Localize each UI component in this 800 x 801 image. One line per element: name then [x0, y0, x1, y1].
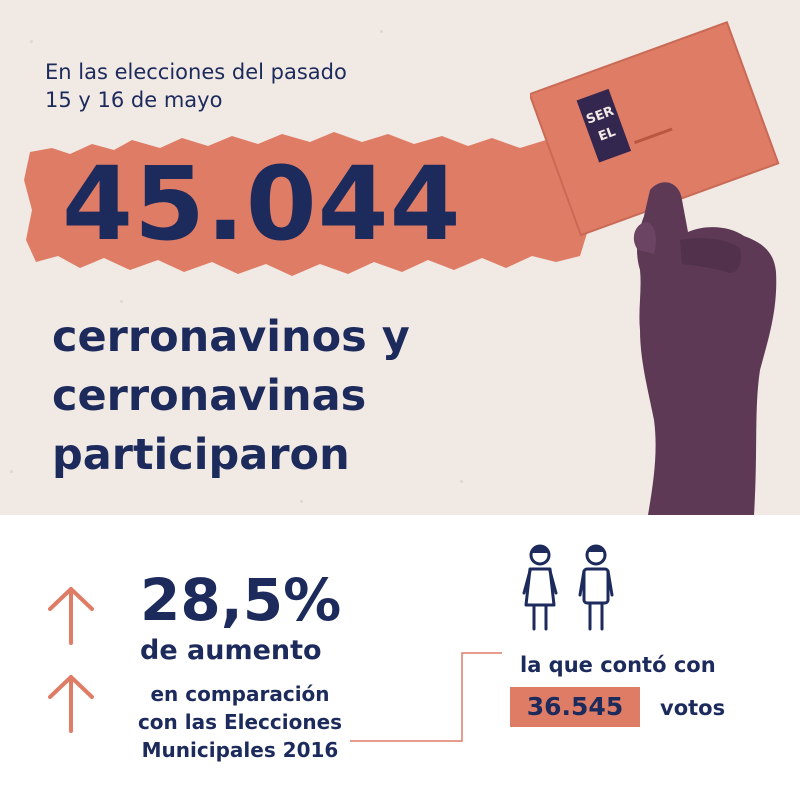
texture-speck — [30, 40, 33, 43]
increase-percent: 28,5% — [140, 566, 342, 634]
previous-votes: 36.545 — [526, 692, 624, 721]
participants-number: 45.044 — [62, 145, 462, 264]
votes-label: votos — [660, 696, 726, 720]
ballot-hand-icon: SER EL — [530, 21, 780, 515]
connector-line — [350, 652, 502, 742]
hero-section: En las elecciones del pasado 15 y 16 de … — [0, 0, 800, 515]
arrow-up-icon — [48, 587, 94, 645]
texture-speck — [380, 30, 383, 33]
votes-highlight — [510, 687, 640, 727]
comparison-line-3: Municipales 2016 — [141, 738, 339, 762]
texture-speck — [300, 500, 303, 503]
comparison-line-2: con las Elecciones — [137, 710, 343, 734]
ballot-logo-line-2: EL — [596, 125, 617, 145]
woman-icon — [522, 544, 558, 631]
previous-label: la que contó con — [520, 653, 716, 677]
increase-label: de aumento — [140, 635, 322, 666]
texture-speck — [10, 470, 13, 473]
comparison-line-1: en comparación — [150, 682, 330, 706]
texture-speck — [120, 300, 123, 303]
intro-line-2: 15 y 16 de mayo — [45, 88, 223, 112]
comparison-text: en comparación con las Elecciones Munici… — [112, 680, 368, 764]
headline-line-3: participaron — [52, 430, 350, 480]
headline-line-1: cerronavinos y — [52, 312, 410, 362]
headline-line-2: cerronavinas — [52, 371, 367, 421]
man-icon — [578, 544, 614, 631]
headline-text: cerronavinos y cerronavinas participaron — [52, 308, 410, 485]
intro-text: En las elecciones del pasado 15 y 16 de … — [45, 58, 347, 114]
torn-paper-band — [24, 132, 588, 276]
texture-speck — [460, 480, 463, 483]
intro-line-1: En las elecciones del pasado — [45, 60, 347, 84]
arrow-up-icon — [48, 675, 94, 733]
stats-section: 28,5% de aumento en comparación con las … — [0, 515, 800, 801]
